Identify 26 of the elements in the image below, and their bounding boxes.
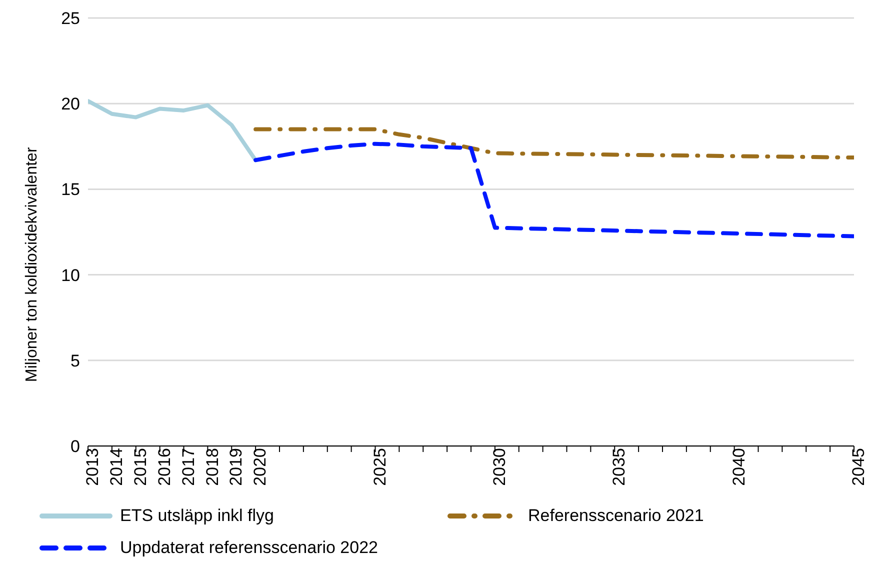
x-tick-label: 2014 (107, 448, 126, 486)
x-tick-label: 2013 (83, 448, 102, 486)
x-tick-label: 2017 (178, 448, 198, 486)
x-tick-label: 2019 (226, 448, 246, 486)
line-series (254, 142, 854, 238)
y-tick-label: 10 (61, 266, 80, 285)
legend-label: Referensscenario 2021 (528, 506, 704, 526)
x-tick-label: 2025 (370, 448, 390, 486)
legend-label: Uppdaterat referensscenario 2022 (120, 538, 378, 558)
x-tick-label: 2020 (250, 448, 270, 486)
y-axis-title: Miljoner ton koldioxidekvivalenter (24, 146, 41, 382)
line-series (254, 127, 854, 160)
y-tick-label: 5 (70, 351, 80, 370)
y-tick-label: 15 (61, 180, 80, 200)
x-tick-label: 2045 (849, 448, 868, 486)
x-tick-label: 2030 (490, 448, 510, 486)
x-tick-label: 2018 (202, 448, 222, 486)
y-tick-label: 20 (61, 94, 80, 114)
x-tick-label: 2015 (130, 448, 150, 486)
line-series (88, 99, 258, 162)
x-tick-label: 2035 (610, 448, 629, 486)
y-tick-label: 25 (61, 9, 80, 28)
x-tick-label: 2016 (154, 448, 174, 486)
legend-label: ETS utsläpp inkl flyg (120, 506, 274, 526)
y-tick-label: 0 (70, 437, 80, 456)
x-tick-label: 2040 (729, 448, 748, 486)
